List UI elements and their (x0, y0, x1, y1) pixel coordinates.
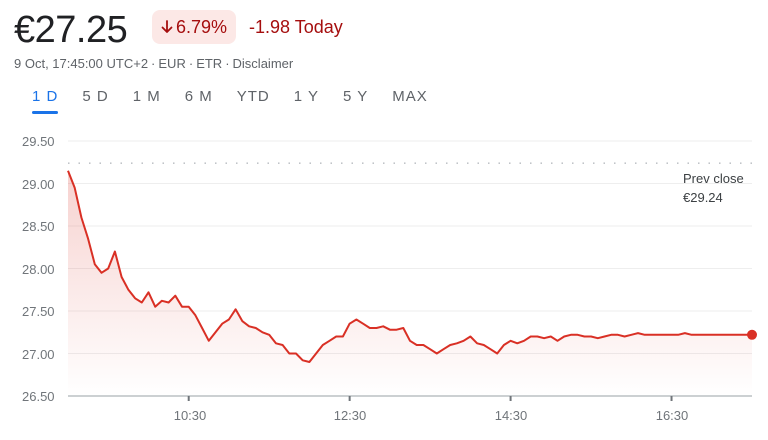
prev-close-annotation: Prev close €29.24 (683, 169, 744, 207)
current-price: €27.25 (14, 9, 128, 51)
range-tabs: 1 D 5 D 1 M 6 M YTD 1 Y 5 Y MAX (20, 84, 440, 114)
tab-5y[interactable]: 5 Y (342, 88, 369, 105)
y-tick-label: 27.00 (22, 347, 55, 362)
prev-close-label: Prev close (683, 171, 744, 186)
tab-max[interactable]: MAX (392, 88, 428, 105)
tab-6m[interactable]: 6 M (184, 88, 213, 105)
tab-ytd[interactable]: YTD (236, 88, 270, 105)
x-tick-label: 14:30 (494, 408, 528, 423)
tab-1m[interactable]: 1 M (132, 88, 161, 105)
x-tick-label: 16:30 (655, 408, 689, 423)
exchange: ETR (196, 56, 223, 71)
x-tick-label: 10:30 (173, 408, 207, 423)
y-tick-label: 27.50 (22, 304, 55, 319)
tab-1d[interactable]: 1 D (20, 84, 70, 114)
arrow-down-icon (161, 20, 173, 33)
price-chart[interactable]: 29.50 29.00 28.50 28.00 27.50 27.00 26.5… (0, 120, 768, 440)
chart-plot[interactable] (0, 120, 768, 440)
last-price-dot (747, 329, 757, 340)
y-tick-label: 29.00 (22, 177, 55, 192)
price-area (68, 170, 752, 396)
tab-1y[interactable]: 1 Y (293, 88, 319, 105)
prev-close-value: €29.24 (683, 190, 723, 205)
change-percent-value: 6.79% (176, 17, 228, 37)
currency: EUR (158, 56, 186, 71)
change-absolute: -1.98 Today (249, 17, 343, 37)
price-line (67, 170, 752, 363)
disclaimer-link[interactable]: Disclaimer (232, 56, 294, 71)
y-tick-label: 28.50 (22, 219, 55, 234)
y-tick-label: 26.50 (22, 389, 55, 404)
y-tick-label: 29.50 (22, 134, 55, 149)
x-tick-label: 12:30 (333, 408, 367, 423)
y-tick-label: 28.00 (22, 262, 55, 277)
quote-meta: 9 Oct, 17:45:00 UTC+2 · EUR · ETR · Disclaimer (14, 56, 294, 71)
tab-5d[interactable]: 5 D (82, 88, 109, 105)
timestamp: 9 Oct, 17:45:00 UTC+2 (14, 56, 149, 71)
change-percent-badge: 6.79% (152, 10, 237, 44)
